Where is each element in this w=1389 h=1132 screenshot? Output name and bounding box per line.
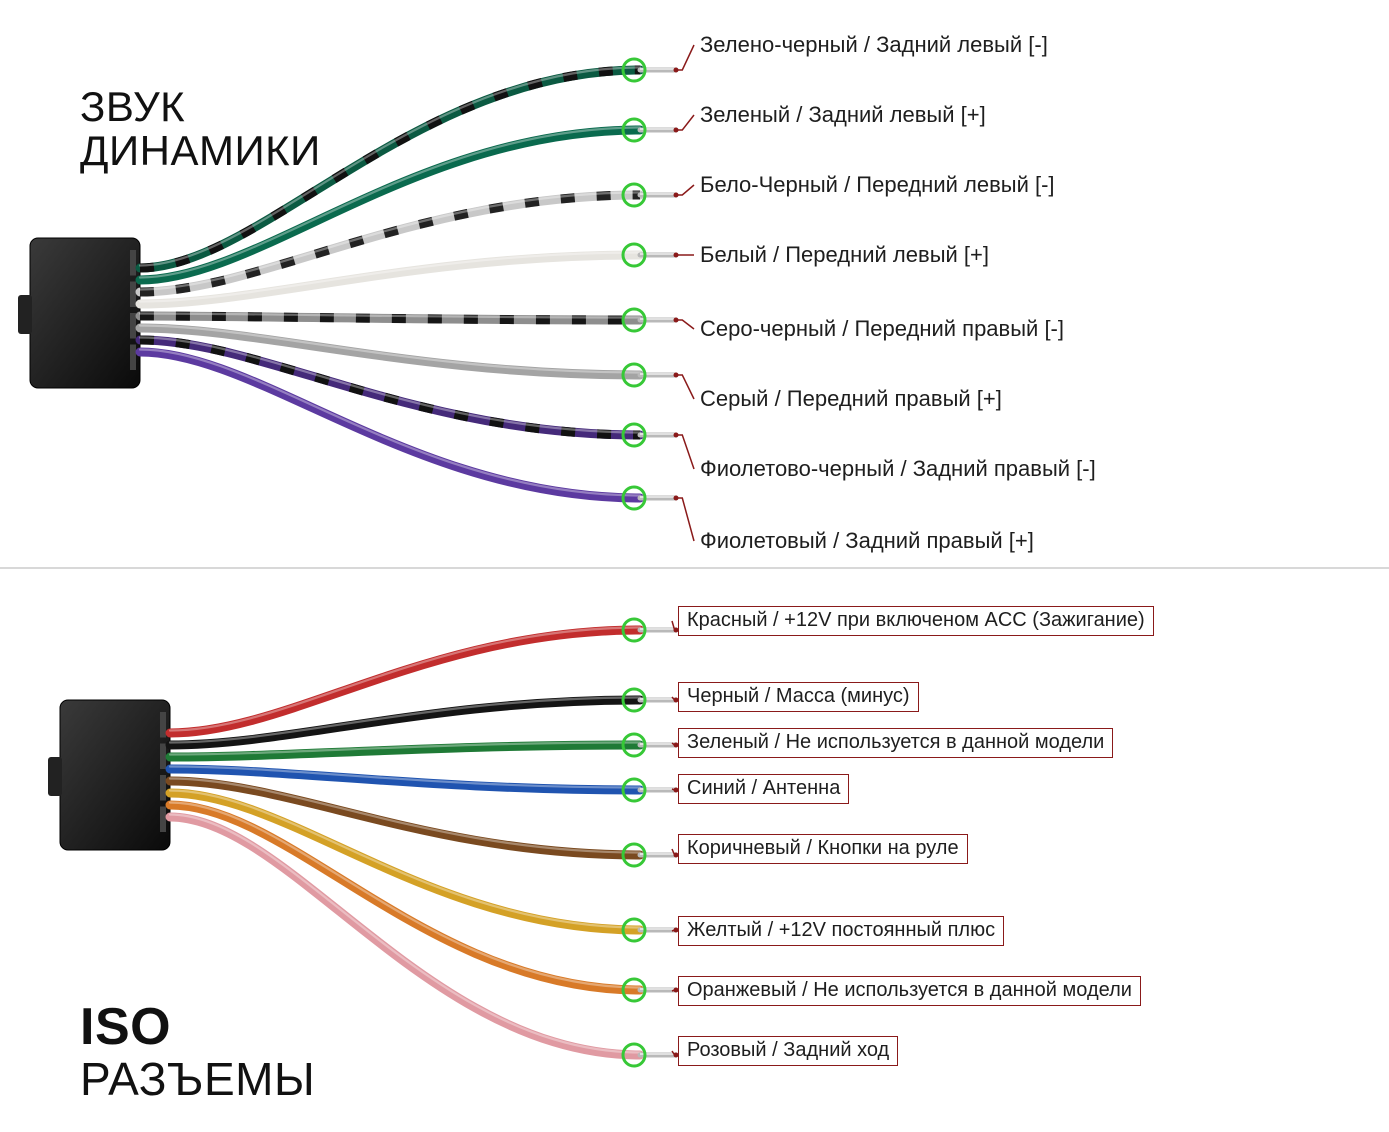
wire-label: Синий / Антенна	[678, 774, 849, 804]
wire-label: Коричневый / Кнопки на руле	[678, 834, 968, 864]
wire-label: Зеленый / Задний левый [+]	[700, 102, 986, 128]
wire-label: Черный / Масса (минус)	[678, 682, 919, 712]
wire-label: Розовый / Задний ход	[678, 1036, 898, 1066]
iso-title-line2: РАЗЪЕМЫ	[80, 1055, 315, 1103]
wire-label: Зеленый / Не используется в данной модел…	[678, 728, 1113, 758]
iso-title: ISO РАЗЪЕМЫ	[80, 1000, 315, 1103]
wire-label: Серый / Передний правый [+]	[700, 386, 1002, 412]
wire-label: Серо-черный / Передний правый [-]	[700, 316, 1064, 342]
iso-title-line1: ISO	[80, 1000, 315, 1055]
speakers-title-line1: ЗВУК	[80, 85, 321, 129]
wire-label: Фиолетовый / Задний правый [+]	[700, 528, 1034, 554]
wire-label: Бело-Черный / Передний левый [-]	[700, 172, 1055, 198]
wire-label: Зелено-черный / Задний левый [-]	[700, 32, 1048, 58]
speakers-title-line2: ДИНАМИКИ	[80, 129, 321, 173]
wire-label: Красный / +12V при включеном ACC (Зажига…	[678, 606, 1154, 636]
wire-label: Фиолетово-черный / Задний правый [-]	[700, 456, 1096, 482]
wire-label: Желтый / +12V постоянный плюс	[678, 916, 1004, 946]
section-divider	[0, 567, 1389, 569]
wire-label: Оранжевый / Не используется в данной мод…	[678, 976, 1141, 1006]
speakers-title: ЗВУК ДИНАМИКИ	[80, 85, 321, 173]
wire-label: Белый / Передний левый [+]	[700, 242, 989, 268]
